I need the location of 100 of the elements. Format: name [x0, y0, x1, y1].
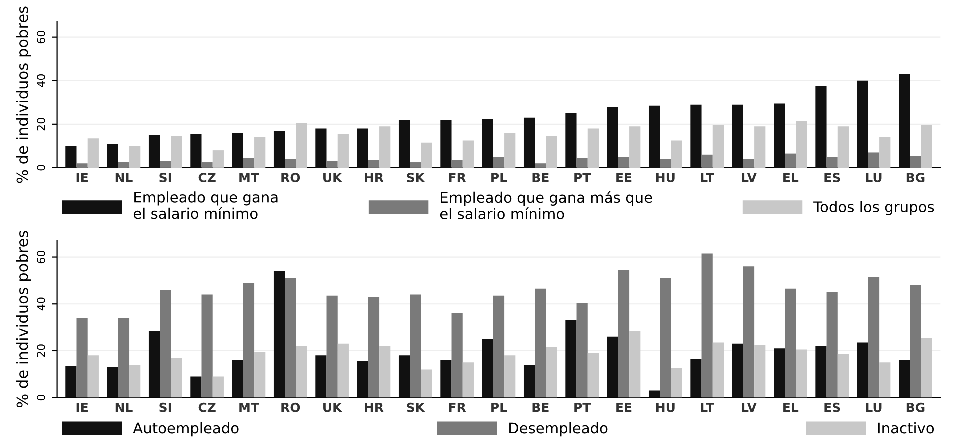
bar: [796, 350, 808, 398]
bar: [588, 353, 599, 398]
bar: [254, 137, 266, 168]
bar: [357, 128, 368, 168]
bar: [118, 162, 130, 168]
bar: [243, 158, 255, 168]
bar: [630, 331, 641, 398]
y-axis-title: % de individuos pobres: [16, 6, 32, 184]
bar: [588, 128, 599, 168]
bar: [482, 118, 494, 168]
bar: [440, 360, 452, 398]
bar: [232, 360, 244, 398]
bar: [899, 360, 910, 398]
x-tick-label: LU: [866, 403, 882, 412]
bar: [493, 157, 505, 168]
bar: [107, 367, 118, 398]
bar: [712, 126, 724, 168]
bar: [243, 283, 255, 398]
bar: [816, 86, 827, 168]
bar: [410, 294, 422, 398]
y-tick-label: 0: [37, 165, 46, 171]
bar: [274, 130, 286, 168]
bar: [671, 140, 682, 168]
legend-label: Inactivo: [878, 422, 934, 434]
bar: [785, 154, 796, 168]
bar: [857, 80, 868, 168]
bar: [690, 104, 702, 168]
x-tick-label: PL: [492, 403, 508, 412]
bar: [202, 162, 213, 168]
x-tick-label: CZ: [198, 402, 216, 412]
bar: [618, 270, 630, 398]
bar: [88, 138, 99, 168]
bar: [148, 331, 160, 398]
bar: [576, 302, 588, 398]
bar: [868, 277, 880, 398]
x-tick-label: EE: [616, 403, 632, 412]
bar: [732, 104, 744, 168]
x-tick-label: LV: [742, 173, 757, 182]
bar: [421, 370, 432, 398]
y-tick-label: 20: [37, 118, 46, 131]
bar: [910, 285, 922, 398]
bar: [826, 292, 838, 398]
bar: [410, 162, 422, 168]
bar: [66, 146, 77, 168]
bar: [743, 266, 755, 398]
bar: [338, 344, 349, 398]
bar: [868, 152, 880, 168]
y-tick-label: 20: [37, 344, 46, 358]
bar: [482, 339, 494, 398]
bar: [232, 133, 244, 168]
bar: [296, 123, 308, 168]
bar: [212, 150, 224, 168]
x-tick-label: IE: [76, 173, 88, 182]
bar: [171, 358, 182, 398]
bar: [368, 160, 380, 168]
x-tick-label: LV: [742, 403, 757, 412]
bar: [566, 320, 577, 398]
bar: [316, 356, 327, 398]
bar: [607, 107, 618, 168]
bar: [857, 342, 868, 398]
bar: [326, 161, 338, 168]
y-axis-title: % de individuos pobres: [16, 231, 32, 408]
bar: [160, 161, 172, 168]
bar: [380, 126, 391, 168]
bar: [535, 288, 546, 398]
x-tick-label: MT: [240, 173, 260, 182]
bar: [76, 164, 88, 168]
bar: [702, 154, 713, 168]
bar: [338, 134, 349, 168]
bar: [774, 348, 786, 398]
bar: [921, 126, 932, 168]
bar: [130, 365, 141, 398]
bar: [524, 118, 536, 168]
bar: [754, 345, 766, 398]
y-tick-label: 40: [37, 298, 46, 311]
bar: [421, 142, 432, 168]
bar: [630, 126, 641, 168]
bar: [504, 356, 516, 398]
bar: [921, 338, 932, 398]
bar: [754, 126, 766, 168]
x-tick-label: LT: [701, 403, 714, 412]
x-tick-label: EL: [784, 173, 799, 182]
bar: [357, 362, 368, 398]
bar: [398, 120, 410, 168]
bar: [648, 390, 660, 398]
y-tick-label: 40: [37, 74, 46, 88]
legend-label: Todos los grupos: [814, 201, 934, 216]
x-tick-label: SI: [160, 173, 172, 182]
bar: [296, 346, 308, 398]
bar: [493, 296, 505, 398]
bar: [118, 318, 130, 398]
bar: [648, 106, 660, 168]
bar: [910, 156, 922, 168]
bar: [316, 128, 327, 168]
bar: [452, 160, 463, 168]
bar: [285, 278, 296, 398]
bar: [130, 146, 141, 168]
y-tick-label: 60: [37, 31, 46, 44]
bar: [452, 313, 463, 398]
x-tick-label: EE: [616, 173, 632, 182]
